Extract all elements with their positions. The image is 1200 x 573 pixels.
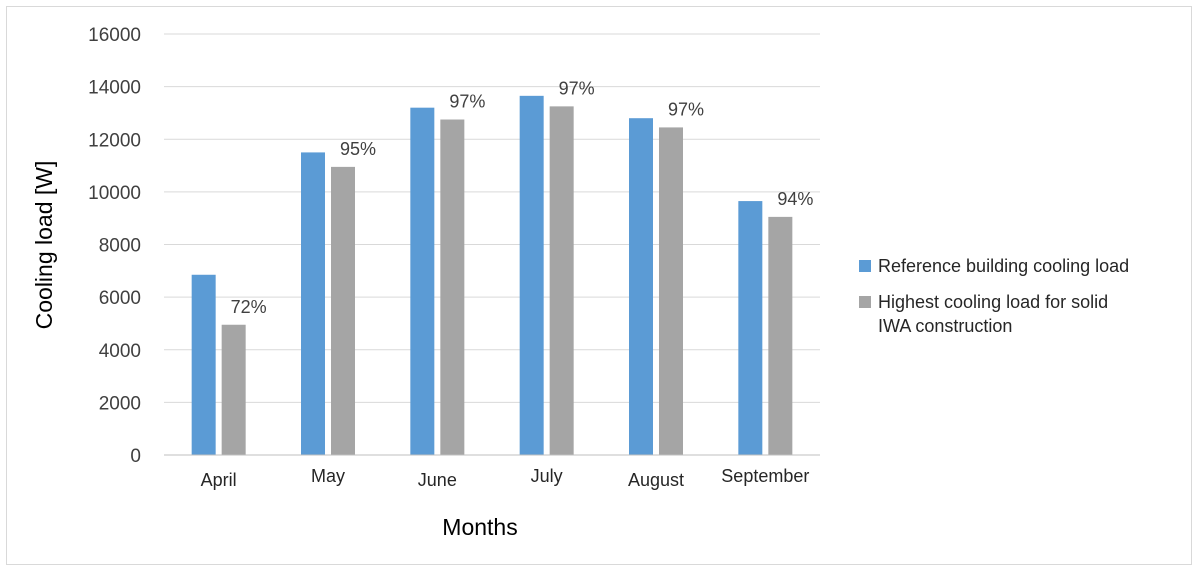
bar-solid-iwa-august xyxy=(659,127,683,456)
y-axis-title: Cooling load [W] xyxy=(31,161,57,330)
y-tick-label: 0 xyxy=(130,446,141,467)
x-category-label: April xyxy=(201,470,237,490)
y-tick-label: 16000 xyxy=(88,25,141,46)
gridlines xyxy=(164,33,820,403)
legend-swatch xyxy=(859,296,871,308)
legend-swatch xyxy=(859,260,871,272)
bar-reference-may xyxy=(301,152,325,455)
bar-reference-august xyxy=(629,118,653,455)
x-category-label: July xyxy=(531,466,563,486)
data-label: 97% xyxy=(559,78,595,98)
x-category-label: May xyxy=(311,466,345,486)
x-category-label: June xyxy=(418,470,457,490)
bar-reference-september xyxy=(738,201,763,455)
bar-solid-iwa-may xyxy=(331,166,355,456)
y-tick-label: 10000 xyxy=(88,183,141,204)
bar-solid-iwa-september xyxy=(768,216,793,455)
bar-reference-april xyxy=(191,274,216,455)
y-tick-label: 6000 xyxy=(99,288,141,309)
bars xyxy=(191,95,793,456)
y-tick-label: 8000 xyxy=(99,236,141,257)
y-tick-label: 12000 xyxy=(88,130,141,151)
bar-solid-iwa-july xyxy=(549,106,574,455)
data-label: 97% xyxy=(668,99,704,119)
y-tick-label: 14000 xyxy=(88,78,141,99)
legend-label: Reference building cooling load xyxy=(878,256,1129,276)
x-category-label: September xyxy=(721,466,809,486)
bar-solid-iwa-april xyxy=(221,324,246,455)
bar-reference-july xyxy=(519,95,544,455)
data-labels: 72% 95% 97% 97% 97% 94% xyxy=(231,78,814,316)
x-category-label: August xyxy=(628,470,684,490)
y-tick-label: 4000 xyxy=(99,341,141,362)
x-axis-title: Months xyxy=(442,514,517,540)
y-axis-ticks: 0 2000 4000 6000 8000 10000 12000 14000 16000 xyxy=(88,25,141,467)
data-label: 95% xyxy=(340,139,376,159)
x-axis-categories: April May June July August September xyxy=(201,466,810,490)
bar-solid-iwa-june xyxy=(440,119,465,455)
data-label: 97% xyxy=(449,92,485,112)
y-tick-label: 2000 xyxy=(99,393,141,414)
legend: Reference building cooling load Highest c… xyxy=(859,256,1129,336)
data-label: 72% xyxy=(231,297,267,317)
data-label: 94% xyxy=(777,189,813,209)
bar-reference-june xyxy=(410,107,435,456)
legend-label: Highest cooling load for solid IWA constr… xyxy=(878,292,1108,336)
